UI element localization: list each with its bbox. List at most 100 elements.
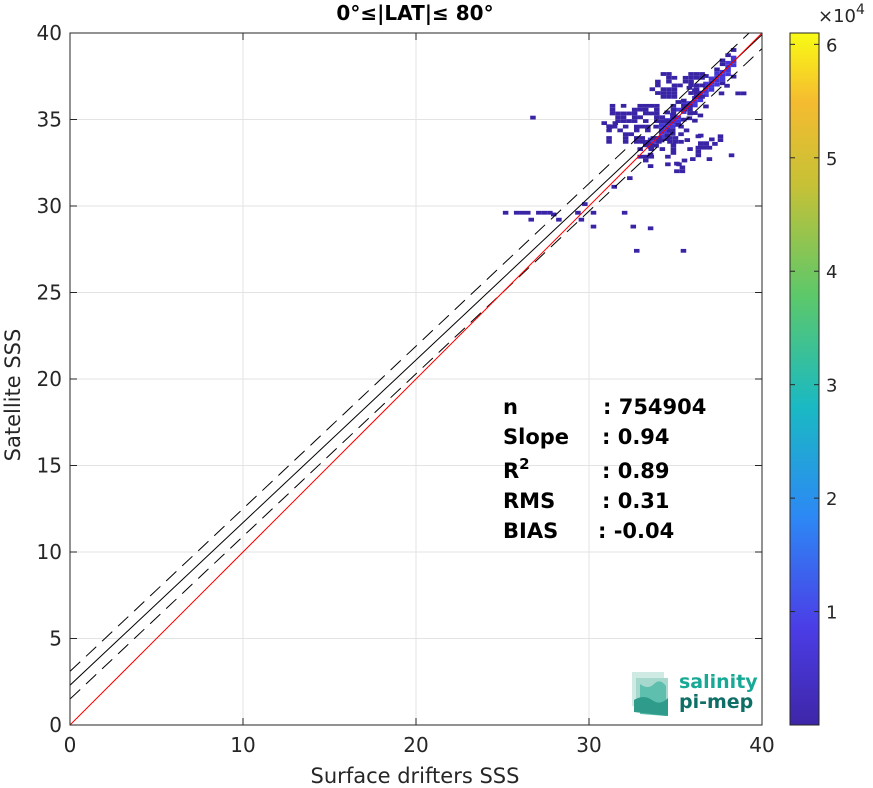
density-cell [671,94,678,99]
density-cell [675,100,682,104]
density-cell [647,152,654,157]
density-cell [556,217,562,222]
density-cell [622,124,629,129]
density-cell [609,107,616,112]
y-tick-label: 25 [37,281,62,305]
density-cell [626,119,632,123]
density-cell [697,145,704,149]
fit-lower-bound [70,48,762,700]
density-cell [714,67,720,72]
density-cell [670,150,677,155]
identity-line [70,33,762,725]
density-cell [653,124,659,129]
density-cell [672,139,679,144]
density-cell [606,136,612,140]
density-cell [642,111,649,116]
colorbar-tick-label: 1 [826,603,837,624]
density-cell [681,110,687,114]
stat-label: Slope [503,425,569,449]
density-cell [653,143,659,148]
density-cell [675,119,682,123]
density-cell [665,154,671,159]
density-cell [730,74,737,79]
x-tick-label: 30 [576,733,601,757]
density-cell [697,141,704,146]
density-cell [631,115,638,120]
density-cell [528,217,534,222]
density-cell [656,139,662,144]
density-cell [725,53,731,58]
density-cell [666,72,672,76]
fit-line [70,34,762,686]
density-cell [649,87,656,92]
density-cell [667,128,673,133]
density-cell [645,128,651,133]
density-cell [684,138,691,142]
density-cell [609,111,616,116]
density-cell [688,91,694,95]
salinity-pi-mep-logo: salinity pi-mep [632,671,758,716]
density-cell [693,72,700,76]
colorbar [789,32,820,726]
stat-label: RMS [503,489,555,513]
y-axis-label: Satellite SSS [1,329,25,462]
density-cell [670,115,677,120]
density-cell [695,153,702,158]
density-cell [642,154,649,159]
density-cell [740,91,747,96]
density-cell [633,128,640,133]
density-cell [648,143,655,148]
density-cell [606,128,612,133]
y-tick-label: 30 [37,194,62,218]
density-cell [687,147,693,151]
density-cell [655,83,661,88]
density-cell [717,134,724,139]
y-tick-label: 15 [37,454,62,478]
density-cell [719,77,726,82]
density-cell [671,75,678,80]
density-cell [637,107,643,112]
density-cell [647,164,654,169]
fit-upper-bound [70,33,750,672]
density-cell [682,79,689,84]
density-cell [697,113,704,118]
density-cell [703,145,710,149]
chart-title: 0°≤|LAT|≤ 80° [336,1,493,25]
density-cell [633,248,640,253]
wave-logo-icon [632,672,668,716]
x-tick-label: 40 [749,733,774,757]
density-cell [679,165,686,170]
density-cell [681,103,688,108]
density-cell [703,89,709,94]
density-cell [687,107,693,112]
density-cell [735,91,741,96]
density-cell [690,157,696,162]
density-cell [725,72,731,77]
y-tick-label: 40 [37,21,62,45]
density-cell [615,119,621,123]
density-cell [609,103,616,108]
density-cell [719,58,726,63]
density-cell [620,103,627,108]
density-cell [697,133,704,138]
density-cell [686,116,693,121]
stat-label: R2 [503,455,530,483]
density-cell [666,87,672,92]
density-cell [547,210,553,215]
density-cell [692,99,698,104]
density-cell [620,115,627,120]
density-cell [659,115,666,120]
density-cell [647,226,654,231]
density-cell [630,224,637,229]
density-cell [654,107,660,112]
density-cell [680,248,687,253]
density-cell [714,78,720,83]
density-cell [639,124,646,129]
density-cell [719,62,726,67]
x-tick-label: 20 [403,733,428,757]
density-cell [730,48,737,52]
density-cell [633,124,640,129]
regression-lines [70,33,762,725]
density-cell [627,176,633,181]
